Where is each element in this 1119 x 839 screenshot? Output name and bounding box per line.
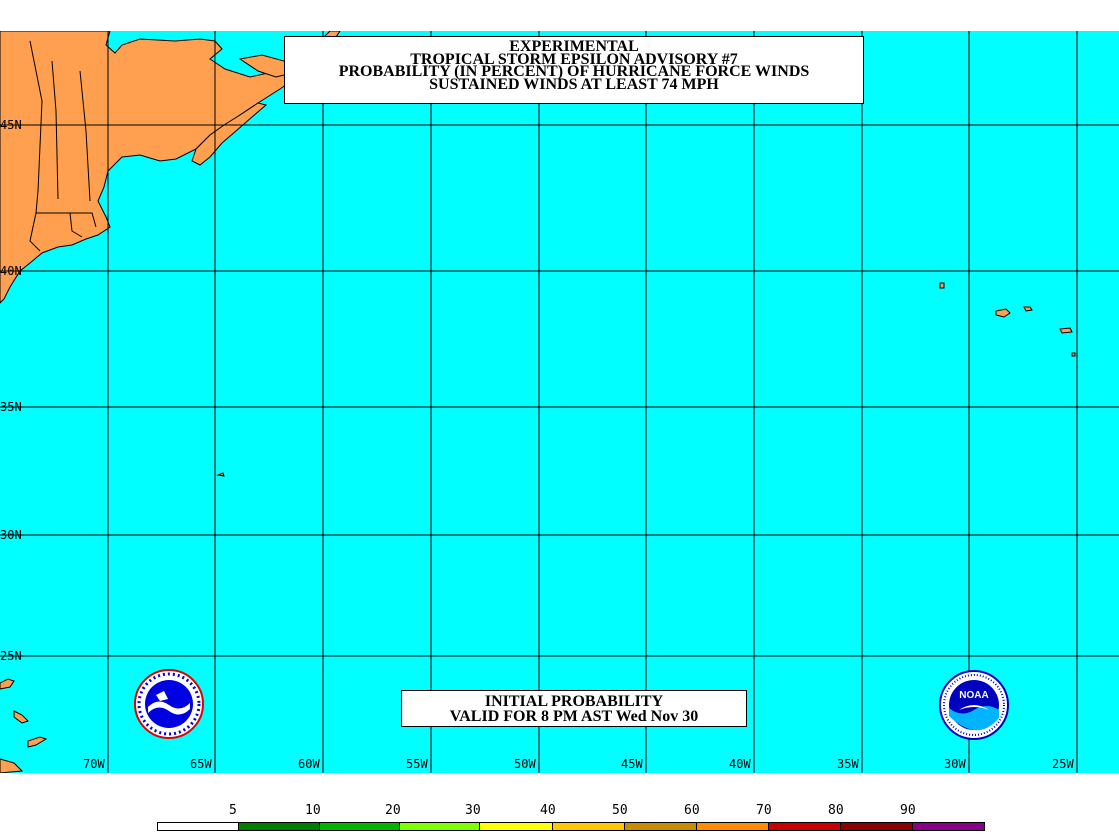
lon-label-40w: 40W <box>729 757 751 771</box>
title-line-4: SUSTAINED WINDS AT LEAST 74 MPH <box>429 75 719 93</box>
border-layer <box>29 40 97 252</box>
grid-layer <box>0 31 1119 773</box>
noaa-logo-text: NOAA <box>959 690 988 701</box>
legend-swatch <box>319 823 399 830</box>
caribbean-4 <box>0 758 24 773</box>
title-line-3: PROBABILITY (IN PERCENT) OF HURRICANE FO… <box>338 63 810 80</box>
island-1 <box>939 282 945 289</box>
legend-label-80: 80 <box>828 803 844 818</box>
legend-swatch <box>696 823 768 830</box>
legend-swatch <box>158 823 238 830</box>
lat-label-40n: 40N <box>0 264 22 278</box>
legend-label-90: 90 <box>900 803 916 818</box>
lon-label-65w: 65W <box>190 757 212 771</box>
legend-label-40: 40 <box>540 803 556 818</box>
lon-label-60w: 60W <box>298 757 320 771</box>
border-2 <box>51 60 59 200</box>
border-1 <box>29 40 97 228</box>
legend-swatch <box>552 823 624 830</box>
lon-label-30w: 30W <box>944 757 966 771</box>
noaa-logo-icon: NOAA <box>939 670 1009 740</box>
valid-time-box: INITIAL PROBABILITY VALID FOR 8 PM AST W… <box>401 690 747 727</box>
title-line-2: TROPICAL STORM EPSILON ADVISORY #7 <box>410 50 738 68</box>
caribbean-3 <box>27 736 48 748</box>
legend-label-30: 30 <box>465 803 481 818</box>
nws-logo <box>134 669 204 739</box>
border-5 <box>69 212 83 238</box>
lon-label-50w: 50W <box>514 757 536 771</box>
lat-label-25n: 25N <box>0 649 22 663</box>
island-6 <box>216 472 225 477</box>
legend-label-70: 70 <box>756 803 772 818</box>
border-3 <box>79 70 91 202</box>
title-line-1: EXPERIMENTAL <box>509 38 639 55</box>
map-canvas <box>0 31 1119 773</box>
island-3 <box>1023 306 1033 312</box>
lon-label-55w: 55W <box>406 757 428 771</box>
valid-line-1: INITIAL PROBABILITY <box>484 693 664 710</box>
legend-label-60: 60 <box>684 803 700 818</box>
nws-logo-icon <box>134 669 204 739</box>
lon-label-70w: 70W <box>83 757 105 771</box>
lat-label-45n: 45N <box>0 118 22 132</box>
lon-label-35w: 35W <box>837 757 859 771</box>
island-4 <box>1059 327 1073 334</box>
island-5 <box>1071 352 1076 357</box>
lat-label-30n: 30N <box>0 528 22 542</box>
legend-label-10: 10 <box>305 803 321 818</box>
legend-swatch <box>912 823 984 830</box>
caribbean-2 <box>13 710 29 724</box>
noaa-logo: NOAA <box>939 670 1009 740</box>
legend-swatch <box>624 823 696 830</box>
caribbean-1 <box>0 678 15 690</box>
map-panel <box>0 31 1119 773</box>
legend-swatch <box>840 823 912 830</box>
legend-color-bar <box>157 822 985 831</box>
land-layer <box>0 31 1076 773</box>
legend-label-20: 20 <box>385 803 401 818</box>
island-2 <box>995 308 1011 318</box>
valid-line-2: VALID FOR 8 PM AST Wed Nov 30 <box>449 708 699 725</box>
legend-swatch <box>399 823 479 830</box>
legend-swatch <box>479 823 552 830</box>
border-4 <box>29 212 41 252</box>
lat-label-35n: 35N <box>0 400 22 414</box>
title-box: EXPERIMENTAL TROPICAL STORM EPSILON ADVI… <box>284 36 864 104</box>
legend-swatch <box>768 823 840 830</box>
legend-label-5: 5 <box>229 803 237 818</box>
lon-label-45w: 45W <box>621 757 643 771</box>
legend-label-50: 50 <box>612 803 628 818</box>
legend-swatch <box>238 823 319 830</box>
lon-label-25w: 25W <box>1052 757 1074 771</box>
